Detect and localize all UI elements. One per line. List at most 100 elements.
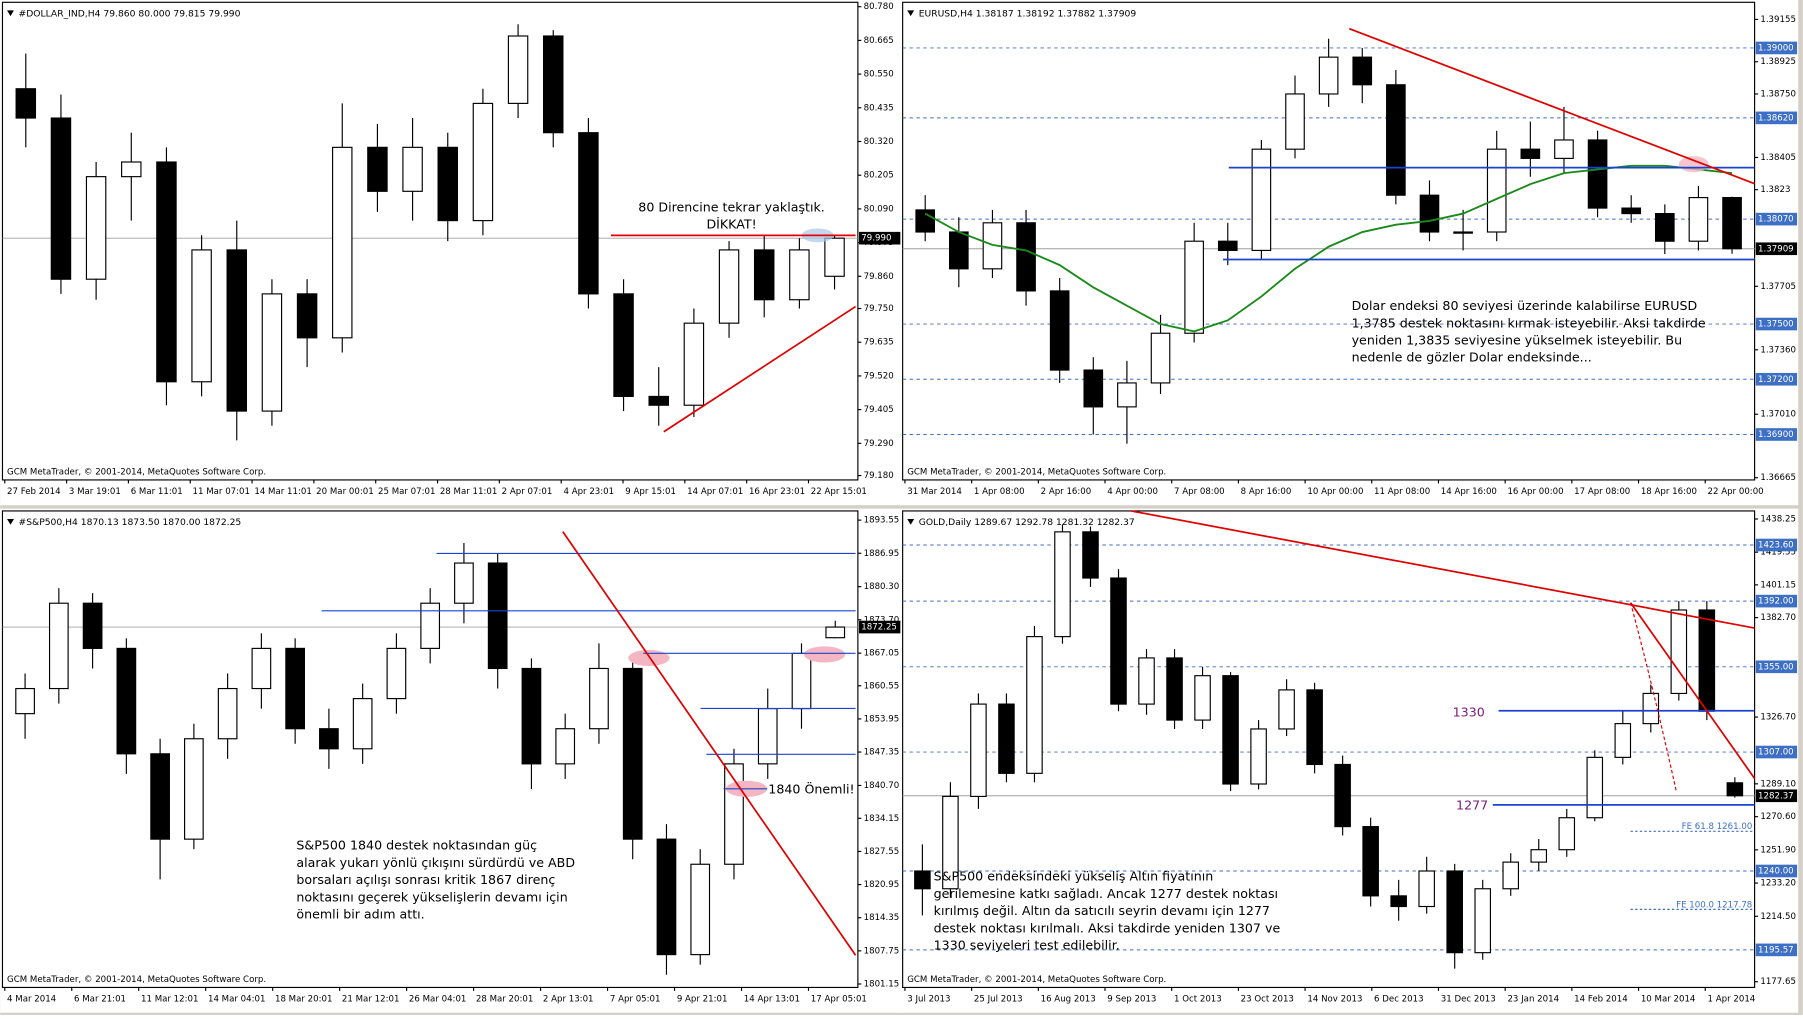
candle-body [1586,756,1604,819]
candle-body [1250,728,1267,785]
y-tick-label: 1860.55 [864,681,900,691]
level-label: 1392.00 [1758,597,1794,607]
y-tick-label: 80.090 [864,204,894,214]
candle-body [15,687,35,715]
x-tick-label: 1 Apr 2014 [1708,994,1756,1004]
level-label: 1.38070 [1758,215,1794,225]
candle-body [1150,332,1171,384]
level-label-bg [1755,660,1798,674]
candle-body [332,146,353,339]
level-label-bg [1755,212,1798,226]
x-tick-label: 11 Mar 12:01 [141,994,198,1004]
x-tick-label: 7 Apr 08:00 [1174,487,1225,497]
level-label-bg [1755,864,1798,878]
chart-title: EURUSD,H4 1.38187 1.38192 1.37882 1.3790… [919,8,1137,19]
candle-body [1390,895,1407,908]
level-label: 1.39000 [1758,43,1794,53]
x-tick-label: 10 Mar 2014 [1641,994,1696,1004]
candle-body [1083,369,1104,408]
candle-body [156,161,177,383]
x-tick-label: 22 Apr 15:01 [811,487,867,497]
candle-body [1117,382,1137,408]
x-tick-label: 23 Jan 2014 [1507,994,1559,1004]
drawings [321,27,1756,956]
annotation: S&P500 endeksindeki yükseliş Altın fiyat… [934,869,1214,884]
candle-body [942,795,959,890]
last-price-bg [859,231,901,245]
candle-body [1621,207,1642,215]
level-label-bg [1755,41,1798,55]
trend-line [1629,602,1756,779]
y-tick-label: 1.3823 [1760,185,1790,195]
candle-body [1726,782,1744,797]
candle-body [367,146,388,192]
y-tick-label: 79.860 [864,272,894,282]
y-tick-label: 79.520 [864,371,894,381]
annotation: nedenle de gözler Dolar endeksinde... [1352,350,1592,365]
x-tick-label: 8 Apr 16:00 [1241,487,1292,497]
y-tick-label: 1289.10 [1760,779,1796,789]
x-tick-label: 9 Apr 15:01 [625,487,676,497]
annotation: S&P500 1840 destek noktasından güç [296,838,537,853]
last-price-label: 79.990 [861,234,891,244]
candle-body [15,88,37,119]
x-tick-label: 11 Mar 07:01 [193,487,250,497]
y-tick-label: 1270.60 [1760,812,1796,822]
x-tick-label: 21 Mar 12:01 [342,994,399,1004]
y-tick-label: 1.36665 [1760,473,1796,483]
candle-body [753,249,775,301]
chart-panel: 80.780 80.665 80.550 80.435 80.320 80.205 80.0… [0,0,902,506]
x-tick-label: 1 Apr 08:00 [974,487,1025,497]
x-tick-label: 10 Apr 00:00 [1307,487,1363,497]
candle-body [1418,870,1435,908]
last-price-label: 1.37909 [1758,244,1794,254]
candle-body [825,626,846,639]
candle-body [1166,657,1183,721]
candle-body [1362,826,1379,897]
y-tick-label: 1401.15 [1760,580,1796,590]
candle-body [487,562,508,670]
y-tick-label: 1326.70 [1760,713,1796,723]
x-tick-label: 14 Feb 2014 [1574,994,1628,1004]
candle-body [789,249,810,301]
y-tick-label: 79.405 [864,405,894,415]
candle-body [1184,240,1204,334]
level-label-bg [1755,943,1798,957]
candle-body [589,667,609,730]
y-tick-label: 1.37010 [1760,410,1796,420]
x-tick-label: 18 Mar 20:01 [275,994,332,1004]
y-tick-label: 1873.70 [864,615,900,625]
y-tick-label: 1886.95 [864,549,900,559]
candle-body [1453,231,1473,234]
candle-body [1558,817,1576,851]
level-label: 1.37500 [1758,320,1794,330]
x-tick-label: 6 Mar 11:01 [131,487,183,497]
candle-body [1026,636,1043,774]
level-label-bg [1755,317,1798,331]
y-tick-label: 1853.95 [864,714,900,724]
x-tick-label: 27 Feb 2014 [7,487,61,497]
y-tick-label: 1382.70 [1760,613,1796,623]
annotation: kırılmış değil. Altın da satıcılı seyrin… [934,903,1270,918]
x-tick-label: 4 Apr 23:01 [563,487,614,497]
candle-body [296,293,318,339]
candle-body [1587,139,1608,209]
candle-body [555,728,576,765]
candle-body [50,117,72,280]
candle-body [85,176,107,280]
level-label: 1.36900 [1758,430,1794,440]
x-tick-label: 1 Oct 2013 [1174,994,1222,1004]
candle-body [1217,240,1238,251]
annotation: 80 Direncine tekrar yaklaştık. [638,199,825,214]
highlight [803,646,846,663]
candle-body [948,231,969,270]
y-tick-label: 79.290 [864,439,894,449]
y-tick-label: 1251.90 [1760,845,1796,855]
x-tick-label: 6 Dec 2013 [1374,994,1424,1004]
candle-body [824,237,845,277]
candle-body [1554,139,1574,159]
y-tick-label: 1880.30 [864,582,900,592]
last-price-label: 1872.25 [861,623,897,633]
x-tick-label: 14 Apr 13:01 [744,994,800,1004]
annotation: 1330 [1453,705,1485,720]
